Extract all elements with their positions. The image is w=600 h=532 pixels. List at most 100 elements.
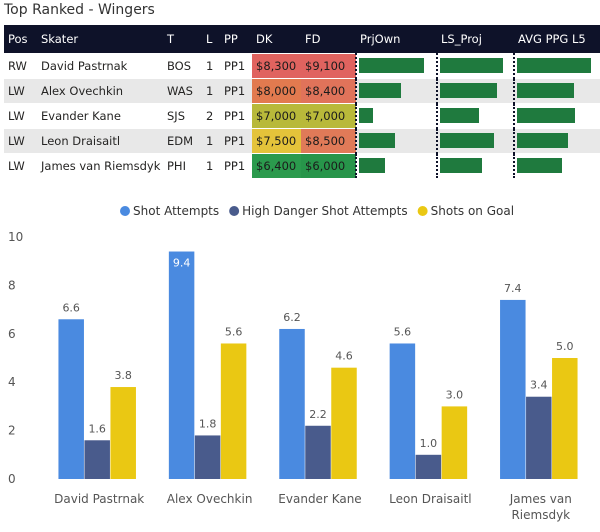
avg-ppg-bar [517,133,569,148]
visual-title: Top Ranked - Wingers [4,2,155,18]
data-label: 3.8 [114,369,132,382]
col-header-ls-proj[interactable]: LS_Proj [437,25,514,53]
prjown-bar [359,108,373,123]
col-header-pos[interactable]: Pos [4,25,37,53]
bar-shot-attempts [58,319,84,479]
data-label: 5.6 [225,325,243,338]
ls-proj-bar [440,83,498,98]
cell-ls-proj [436,52,514,78]
y-tick-label: 6 [8,327,16,341]
cell-pos: RW [4,52,37,78]
avg-ppg-bar [517,58,592,73]
col-header-avg-ppg[interactable]: AVG PPG L5 [514,25,600,53]
cell-dk-salary: $6,400 [252,152,301,178]
cell-avg-ppg [513,152,600,178]
data-label: 5.6 [394,325,412,338]
cell-line: 1 [202,152,220,178]
col-header-pp[interactable]: PP [220,25,252,53]
cell-ls-proj [436,127,514,153]
cell-pos: LW [4,127,37,153]
shots-bar-chart: Shot Attempts High Danger Shot Attempts Sh… [8,204,578,522]
bar-shot-attempts [279,328,305,479]
avg-ppg-bar [517,83,574,98]
cell-line: 1 [202,52,220,78]
cell-avg-ppg [513,52,600,78]
cell-prjown [355,52,437,78]
cell-ls-proj [436,77,514,103]
skater-table: Pos Skater T L PP DK FD PrjOwn LS_Proj A… [4,25,600,178]
prjown-bar [359,133,396,148]
cell-avg-ppg [513,127,600,153]
data-label: 4.6 [335,350,353,363]
cell-prjown [355,102,437,128]
cell-fd-salary: $8,400 [301,77,356,103]
col-header-line[interactable]: L [202,25,220,53]
data-label: 1.6 [88,422,106,435]
bar-shot-attempts [389,343,416,479]
y-tick-label: 0 [8,472,16,486]
col-header-skater[interactable]: Skater [37,25,163,53]
cell-fd-salary: $6,000 [301,152,356,178]
bar-shots-on-goal [220,343,247,479]
col-header-fd[interactable]: FD [301,25,356,53]
table-row[interactable]: LW James van Riemsdyk PHI 1 PP1 $6,400 $6,000 [4,152,600,178]
ls-proj-bar [440,58,503,73]
cell-dk-salary: $7,500 [252,127,301,153]
bar-shots-on-goal [552,358,578,479]
prjown-bar [359,158,385,174]
bar-shot-attempts [500,299,526,479]
cell-skater: David Pastrnak [37,52,163,78]
cell-ls-proj [436,152,514,178]
ls-proj-bar [440,108,479,123]
cell-skater: Leon Draisaitl [37,127,163,153]
prjown-bar [359,83,401,98]
col-header-prjown[interactable]: PrjOwn [356,25,437,53]
data-label: 3.0 [446,388,464,401]
table-row[interactable]: LW Alex Ovechkin WAS 1 PP1 $8,000 $8,400 [4,77,600,103]
cell-team: EDM [163,127,202,153]
bar-high-danger-shot-attempts [194,435,221,479]
table-row[interactable]: LW Leon Draisaitl EDM 1 PP1 $7,500 $8,500 [4,127,600,153]
cell-pp: PP1 [220,102,252,128]
table-row[interactable]: RW David Pastrnak BOS 1 PP1 $8,300 $9,100 [4,52,600,78]
x-category-label: Leon Draisaitl [389,492,471,506]
col-header-dk[interactable]: DK [252,25,301,53]
cell-pos: LW [4,152,37,178]
y-tick-label: 4 [8,375,16,389]
bar-high-danger-shot-attempts [526,396,552,479]
cell-skater: James van Riemsdyk [37,152,163,178]
legend-marker-2 [417,206,428,216]
cell-pp: PP1 [220,52,252,78]
cell-dk-salary: $8,300 [252,52,301,78]
cell-fd-salary: $8,500 [301,127,356,153]
bar-high-danger-shot-attempts [415,454,442,479]
cell-team: BOS [163,52,202,78]
bar-shots-on-goal [331,367,357,479]
col-header-team[interactable]: T [163,25,202,53]
data-label: 1.8 [199,417,217,430]
table-row[interactable]: LW Evander Kane SJS 2 PP1 $7,000 $7,000 [4,102,600,128]
legend-label: High Danger Shot Attempts [242,204,407,218]
cell-skater: Alex Ovechkin [37,77,163,103]
x-category-label: James van [509,492,572,506]
data-label: 7.4 [504,282,522,295]
bar-shots-on-goal [110,387,136,479]
bar-shot-attempts [168,251,195,479]
cell-pos: LW [4,102,37,128]
legend-label: Shots on Goal [431,204,514,218]
data-label: 6.2 [283,311,301,324]
cell-dk-salary: $8,000 [252,77,301,103]
bar-high-danger-shot-attempts [84,440,110,479]
cell-line: 1 [202,127,220,153]
cell-fd-salary: $9,100 [301,52,356,78]
table-header-row: Pos Skater T L PP DK FD PrjOwn LS_Proj A… [4,25,600,53]
cell-pos: LW [4,77,37,103]
legend-marker-1 [229,206,240,216]
x-category-label: Riemsdyk [511,508,570,522]
data-label: 1.0 [420,437,438,450]
cell-line: 2 [202,102,220,128]
cell-pp: PP1 [220,127,252,153]
cell-fd-salary: $7,000 [301,102,356,128]
y-tick-label: 10 [8,230,23,244]
legend-marker-0 [120,206,130,216]
